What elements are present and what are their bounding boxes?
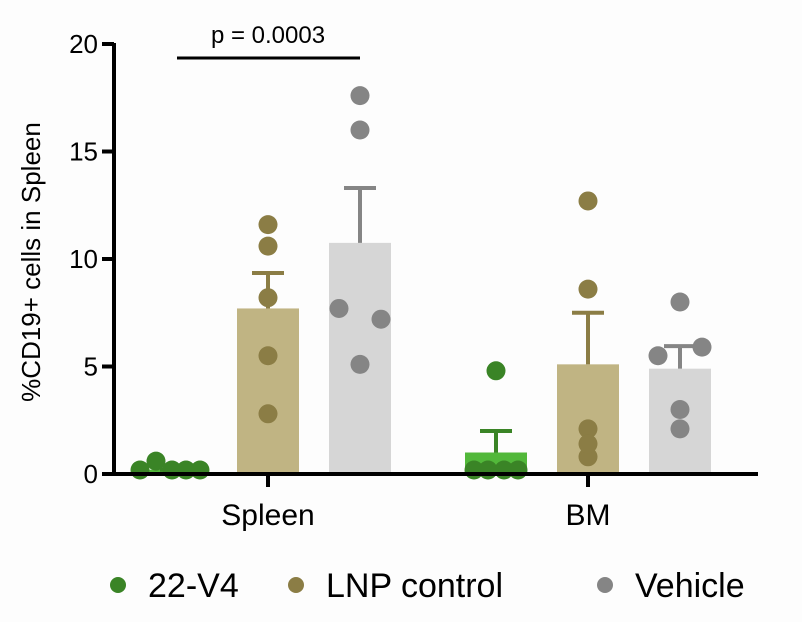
bar-lnp-control-spleen bbox=[237, 308, 299, 474]
p-value-label: p = 0.0003 bbox=[211, 22, 325, 49]
y-tick-label: 5 bbox=[84, 352, 98, 382]
data-point bbox=[578, 279, 598, 299]
y-axis-label: %CD19+ cells in Spleen bbox=[16, 122, 46, 402]
data-point bbox=[130, 460, 150, 480]
x-category-label: Spleen bbox=[221, 499, 314, 532]
data-point bbox=[258, 236, 278, 256]
data-point bbox=[329, 298, 349, 318]
y-tick-label: 10 bbox=[69, 244, 98, 274]
data-point bbox=[648, 346, 668, 366]
data-point bbox=[190, 460, 210, 480]
data-point bbox=[508, 460, 528, 480]
legend: 22-V4 LNP control Vehicle bbox=[110, 567, 745, 605]
data-point bbox=[692, 337, 712, 357]
x-category-label: BM bbox=[566, 499, 611, 532]
points-layer bbox=[130, 86, 712, 480]
data-point bbox=[670, 292, 690, 312]
data-point bbox=[350, 86, 370, 106]
y-tick-label: 15 bbox=[69, 137, 98, 167]
data-point bbox=[258, 288, 278, 308]
legend-label: Vehicle bbox=[635, 567, 745, 605]
legend-marker bbox=[110, 577, 126, 593]
legend-marker bbox=[288, 577, 304, 593]
data-point bbox=[350, 354, 370, 374]
annotation-layer: p = 0.0003 bbox=[177, 22, 360, 60]
data-point bbox=[258, 346, 278, 366]
data-point bbox=[578, 419, 598, 439]
data-point bbox=[258, 215, 278, 235]
data-point bbox=[578, 191, 598, 211]
data-point bbox=[670, 400, 690, 419]
axes-layer: 0 5 10 15 20 Spleen BM bbox=[69, 29, 758, 532]
data-point bbox=[486, 361, 506, 381]
data-point bbox=[371, 309, 391, 329]
legend-marker bbox=[597, 577, 613, 593]
data-point bbox=[350, 120, 370, 140]
y-tick-label: 20 bbox=[69, 29, 98, 59]
legend-label: LNP control bbox=[326, 567, 503, 605]
data-point bbox=[670, 419, 690, 439]
legend-label: 22-V4 bbox=[148, 567, 239, 605]
data-point bbox=[146, 451, 166, 471]
bars-layer bbox=[145, 242, 711, 474]
data-point bbox=[258, 404, 278, 424]
data-point bbox=[578, 434, 598, 454]
y-tick-label: 0 bbox=[84, 459, 98, 489]
